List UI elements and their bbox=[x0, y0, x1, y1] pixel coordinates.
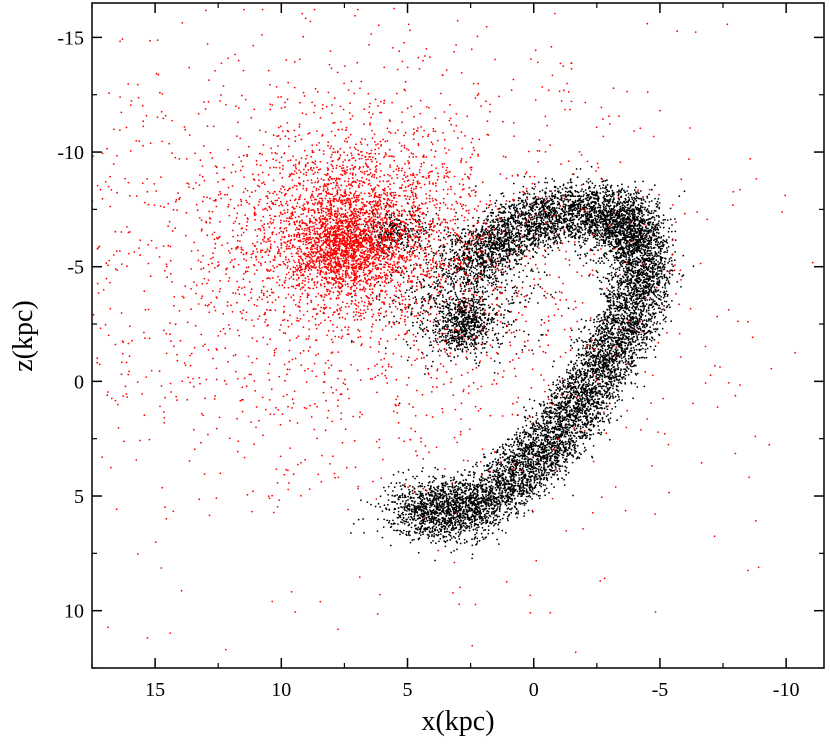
y-tick-label: -5 bbox=[67, 257, 84, 279]
x-tick-label: 0 bbox=[529, 679, 539, 701]
x-axis-label: x(kpc) bbox=[421, 706, 494, 737]
x-axis: 15 10 5 0 -5 -10 bbox=[91, 3, 800, 701]
y-axis-label: z(kpc) bbox=[8, 300, 39, 372]
y-tick-label: 0 bbox=[74, 371, 84, 393]
y-tick-label: -10 bbox=[57, 142, 84, 164]
y-tick-label: 5 bbox=[74, 486, 84, 508]
points-layer bbox=[91, 7, 814, 654]
y-tick-label: -15 bbox=[57, 27, 84, 49]
x-tick-label: 10 bbox=[271, 679, 291, 701]
plot-frame bbox=[91, 2, 825, 669]
y-axis: -15 -10 -5 0 5 10 bbox=[57, 27, 824, 669]
y-tick-label: 10 bbox=[64, 601, 84, 623]
x-tick-label: 15 bbox=[145, 679, 165, 701]
x-tick-label: 5 bbox=[403, 679, 413, 701]
series-1-points bbox=[320, 165, 695, 562]
x-tick-label: -5 bbox=[652, 679, 669, 701]
x-tick-label: -10 bbox=[773, 679, 800, 701]
series-1-markers bbox=[320, 165, 695, 562]
